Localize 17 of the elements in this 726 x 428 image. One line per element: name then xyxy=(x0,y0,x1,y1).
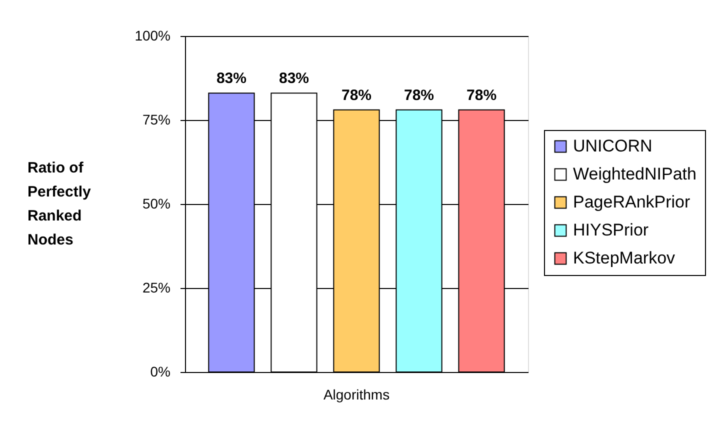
legend-label: PageRAnkPrior xyxy=(573,192,691,212)
legend-label: HIYSPrior xyxy=(573,220,649,240)
legend-label: WeightedNIPath xyxy=(573,164,696,184)
y-tick-label: 100% xyxy=(134,28,170,44)
x-tick-label: Algorithms xyxy=(323,386,390,402)
legend-label: KStepMarkov xyxy=(573,248,676,268)
data-label: 78% xyxy=(466,86,497,104)
y-tick-label: 50% xyxy=(142,196,170,212)
data-label: 78% xyxy=(404,86,434,104)
data-label: 83% xyxy=(278,70,309,88)
y-tick-label: 0% xyxy=(150,364,170,380)
data-label: 83% xyxy=(216,70,246,88)
y-tick-label: 75% xyxy=(142,112,170,128)
y-tick-label: 25% xyxy=(142,280,170,296)
y-axis-title: Ratio of Perfectly Ranked Nodes xyxy=(28,160,92,248)
legend-label: UNICORN xyxy=(573,136,652,156)
data-label: 78% xyxy=(341,86,372,104)
